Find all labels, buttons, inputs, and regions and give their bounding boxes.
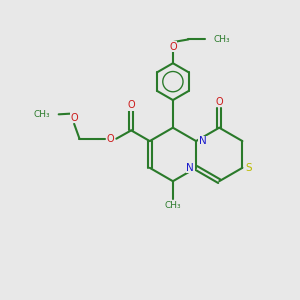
Text: N: N	[199, 136, 206, 146]
Text: O: O	[128, 100, 135, 110]
Text: O: O	[169, 42, 177, 52]
Text: N: N	[186, 163, 194, 173]
Text: O: O	[215, 97, 223, 107]
Text: O: O	[106, 134, 114, 144]
Text: O: O	[70, 113, 78, 123]
Text: CH₃: CH₃	[213, 35, 230, 44]
Text: S: S	[246, 163, 252, 173]
Text: CH₃: CH₃	[34, 110, 50, 119]
Text: CH₃: CH₃	[165, 201, 181, 210]
